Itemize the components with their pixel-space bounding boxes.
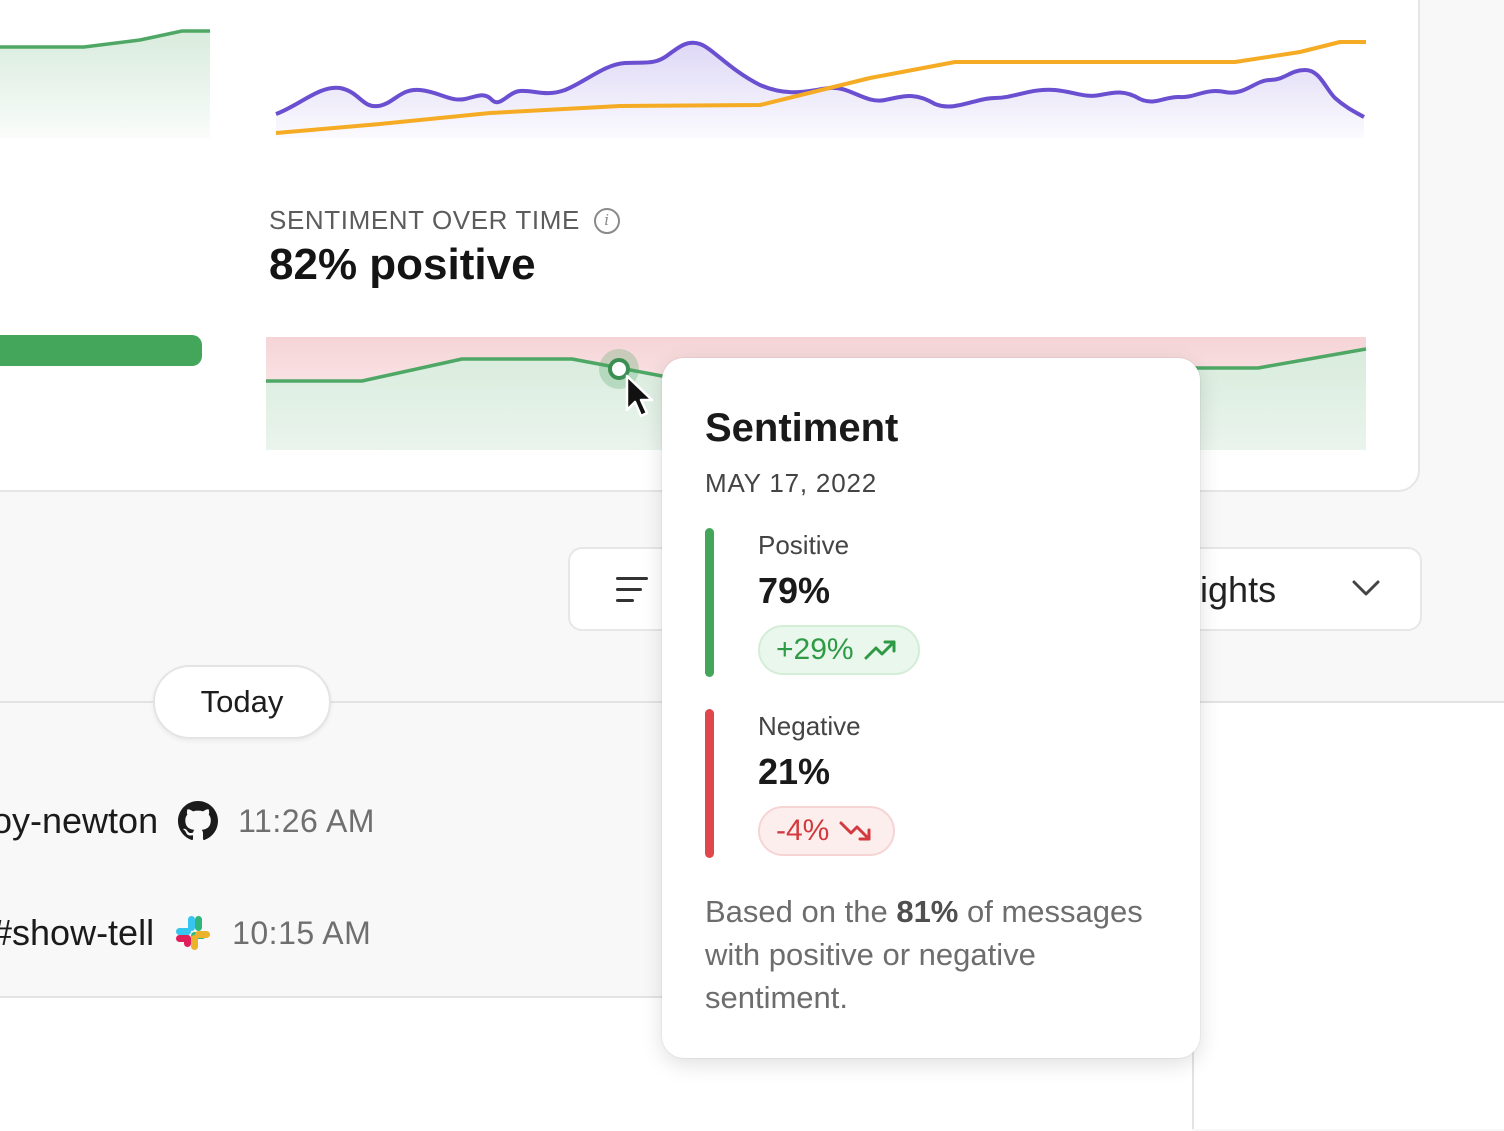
trend-up-icon xyxy=(864,640,896,660)
timeline-divider-right xyxy=(1192,701,1504,703)
left-mini-chart xyxy=(0,29,210,138)
mouse-cursor-icon xyxy=(625,374,654,418)
tooltip-footnote: Based on the 81% of messages with positi… xyxy=(705,890,1145,1019)
date-separator-today: Today xyxy=(153,665,331,739)
feed-item[interactable]: #show-tell 10:15 AM xyxy=(0,912,371,954)
footnote-percent: 81% xyxy=(896,894,959,929)
feed-item-name: oy-newton xyxy=(0,800,159,841)
positive-change: +29% xyxy=(776,633,854,666)
info-icon[interactable]: i xyxy=(593,207,620,234)
hover-point xyxy=(608,358,630,380)
feed-item[interactable]: oy-newton 11:26 AM xyxy=(0,800,375,842)
sort-lines-icon xyxy=(616,577,648,610)
activity-chart xyxy=(275,40,1366,138)
sentiment-section-header: SENTIMENT OVER TIME i xyxy=(269,205,620,236)
github-icon xyxy=(178,801,219,841)
feed-item-time: 11:26 AM xyxy=(238,802,375,839)
tooltip-date: MAY 17, 2022 xyxy=(705,468,877,498)
left-mini-chart-line xyxy=(0,29,210,49)
slack-icon xyxy=(176,916,211,950)
tooltip-title: Sentiment xyxy=(705,406,899,450)
negative-change: -4% xyxy=(776,814,830,847)
positive-indicator-bar xyxy=(705,528,714,677)
today-label: Today xyxy=(200,684,284,719)
positive-value: 79% xyxy=(758,570,831,611)
positive-label: Positive xyxy=(758,530,850,560)
chevron-down-icon xyxy=(1352,580,1380,596)
sentiment-tooltip: Sentiment MAY 17, 2022 Positive 79% +29%… xyxy=(662,358,1200,1058)
sentiment-label: SENTIMENT OVER TIME xyxy=(269,205,580,235)
side-panel xyxy=(1192,703,1504,1129)
negative-value: 21% xyxy=(758,751,831,792)
left-progress-bar xyxy=(0,335,202,366)
negative-indicator-bar xyxy=(705,709,714,858)
negative-change-badge: -4% xyxy=(758,806,896,856)
positive-change-badge: +29% xyxy=(758,625,920,675)
footnote-pre: Based on the xyxy=(705,894,897,929)
feed-item-time: 10:15 AM xyxy=(232,914,372,951)
timeline-divider xyxy=(0,701,1192,703)
sentiment-value: 82% positive xyxy=(269,240,536,289)
negative-label: Negative xyxy=(758,711,861,741)
feed-item-name: #show-tell xyxy=(0,912,155,953)
trend-down-icon xyxy=(839,821,871,841)
footnote-post: of messages with positive or negative se… xyxy=(705,894,1143,1015)
activity-line-orange xyxy=(275,40,1366,135)
